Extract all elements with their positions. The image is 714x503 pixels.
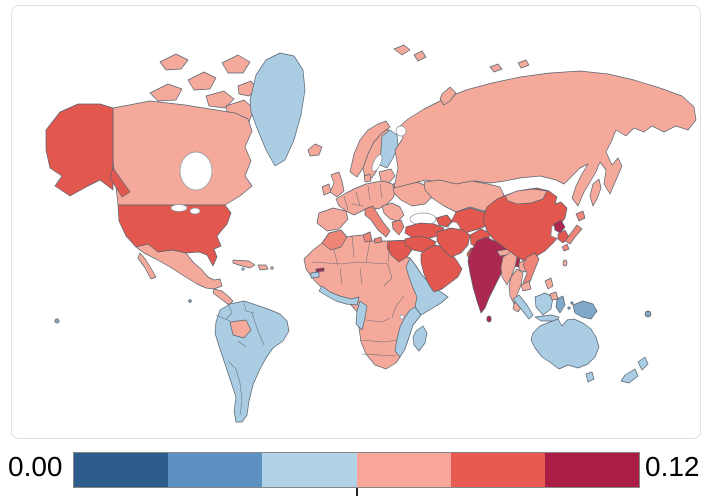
country-arctic-island[interactable] xyxy=(221,54,251,74)
colorbar-segment xyxy=(168,453,263,487)
white-sea xyxy=(395,125,407,137)
country-caucasus[interactable] xyxy=(435,214,453,228)
country-uk[interactable] xyxy=(329,171,345,198)
colorbar-segment xyxy=(450,453,545,487)
country-north-korea[interactable] xyxy=(553,219,566,234)
country-arctic-isle[interactable] xyxy=(517,59,530,69)
country-tasmania[interactable] xyxy=(585,371,595,383)
country-sicily[interactable] xyxy=(373,236,383,244)
country-madagascar[interactable] xyxy=(412,325,428,352)
sa-border-lines xyxy=(215,301,265,416)
country-svalbard[interactable] xyxy=(413,50,427,62)
colorbar-midpoint-tick xyxy=(356,488,358,496)
country-baja-california[interactable] xyxy=(137,252,157,280)
country-gambia[interactable] xyxy=(315,267,325,273)
great-lake xyxy=(170,204,188,212)
country-alaska-panhandle[interactable] xyxy=(109,167,131,198)
country-italy[interactable] xyxy=(364,205,391,238)
country-hispaniola[interactable] xyxy=(257,264,269,271)
country-iran[interactable] xyxy=(436,227,471,258)
country-east-africa-coast[interactable] xyxy=(394,306,422,358)
country-arctic-island[interactable] xyxy=(205,90,235,109)
country-iceland[interactable] xyxy=(307,143,323,157)
colorbar-segment xyxy=(544,453,640,487)
country-sumatra[interactable] xyxy=(512,294,534,320)
country-cuba[interactable] xyxy=(232,259,256,269)
country-balkans[interactable] xyxy=(381,202,405,222)
country-puerto-rico[interactable] xyxy=(270,266,274,270)
plot-frame xyxy=(11,5,701,439)
country-new-zealand-north[interactable] xyxy=(637,356,649,371)
country-japan-hokkaido[interactable] xyxy=(575,210,586,222)
country-sakhalin[interactable] xyxy=(589,178,602,207)
country-fiji[interactable] xyxy=(644,310,652,318)
country-moluccas[interactable] xyxy=(570,301,574,305)
country-philippines-luzon[interactable] xyxy=(544,277,554,290)
country-mongolia[interactable] xyxy=(504,188,548,205)
southeast-asia-oceania xyxy=(500,251,652,384)
country-bolivia[interactable] xyxy=(229,319,252,339)
country-sri-lanka[interactable] xyxy=(486,315,492,323)
country-denmark[interactable] xyxy=(363,173,372,183)
country-australia[interactable] xyxy=(530,318,600,370)
country-canada[interactable] xyxy=(112,100,253,206)
country-galapagos[interactable] xyxy=(188,299,192,303)
country-japan-honshu[interactable] xyxy=(564,224,583,245)
country-baltics[interactable] xyxy=(378,168,396,184)
country-arctic-island[interactable] xyxy=(187,71,217,91)
country-svalbard[interactable] xyxy=(393,44,411,56)
europe-border-lines xyxy=(343,183,383,211)
country-arctic-island[interactable] xyxy=(149,83,183,102)
country-novaya-zemlya[interactable] xyxy=(439,86,457,106)
country-jamaica[interactable] xyxy=(241,267,245,271)
europe xyxy=(307,120,434,244)
great-lake xyxy=(189,207,201,215)
country-new-zealand-south[interactable] xyxy=(620,368,639,384)
colorbar-segment xyxy=(356,453,451,487)
country-west-africa-coast[interactable] xyxy=(318,285,360,306)
east-asia xyxy=(482,187,586,282)
country-arctic-isle[interactable] xyxy=(489,63,503,73)
country-borneo[interactable] xyxy=(534,292,554,316)
country-russia[interactable] xyxy=(393,70,697,207)
country-horn-of-africa[interactable] xyxy=(405,257,449,316)
colorbar-segment xyxy=(262,453,357,487)
country-gabon-congo[interactable] xyxy=(355,300,368,331)
country-moluccas[interactable] xyxy=(567,306,571,310)
africa-border-lines xyxy=(311,235,405,357)
country-greenland[interactable] xyxy=(249,52,306,167)
country-morocco[interactable] xyxy=(321,229,348,251)
country-guinea-bissau[interactable] xyxy=(310,271,320,279)
country-pacific-islet[interactable] xyxy=(54,318,60,324)
baltic-sea xyxy=(371,154,383,172)
lake-victoria xyxy=(399,314,405,320)
country-taiwan[interactable] xyxy=(562,259,568,267)
country-sulawesi[interactable] xyxy=(555,295,566,314)
country-tunisia[interactable] xyxy=(362,231,373,243)
world-choropleth-map[interactable] xyxy=(0,0,714,445)
colorbar-row: 0.00 0.12 xyxy=(0,449,714,499)
colorbar-max-label: 0.12 xyxy=(645,451,700,482)
country-arctic-island[interactable] xyxy=(159,53,189,71)
africa xyxy=(303,229,449,370)
middle-east-south-asia xyxy=(404,222,521,323)
hudson-bay xyxy=(179,151,213,191)
colorbar-segments xyxy=(73,452,640,488)
country-ireland[interactable] xyxy=(321,183,332,196)
country-iberia[interactable] xyxy=(316,207,349,232)
colorbar-segment xyxy=(74,453,169,487)
country-japan-kyushu[interactable] xyxy=(561,243,570,252)
north-america xyxy=(45,52,306,316)
country-central-america[interactable] xyxy=(212,288,234,306)
country-alaska[interactable] xyxy=(45,103,114,197)
south-america xyxy=(54,299,290,423)
colorbar-min-label: 0.00 xyxy=(8,451,63,482)
country-greece[interactable] xyxy=(391,219,405,236)
country-cambodia[interactable] xyxy=(520,280,532,292)
country-mexico[interactable] xyxy=(135,243,223,290)
country-new-guinea[interactable] xyxy=(572,300,598,320)
country-philippines-mindanao[interactable] xyxy=(549,291,559,301)
